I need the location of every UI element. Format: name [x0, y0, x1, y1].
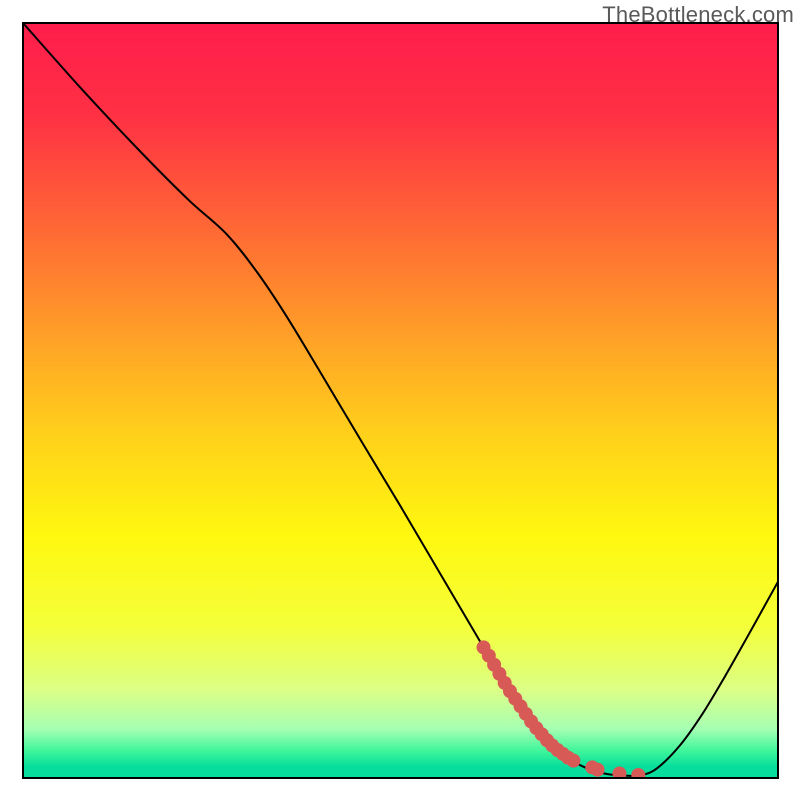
chart-svg [0, 0, 800, 800]
data-marker [591, 763, 605, 777]
gradient-background [23, 23, 778, 778]
watermark-text: TheBottleneck.com [602, 2, 794, 28]
data-marker [631, 768, 645, 782]
data-marker [566, 754, 580, 768]
chart-stage: TheBottleneck.com [0, 0, 800, 800]
plot-area [23, 23, 778, 782]
